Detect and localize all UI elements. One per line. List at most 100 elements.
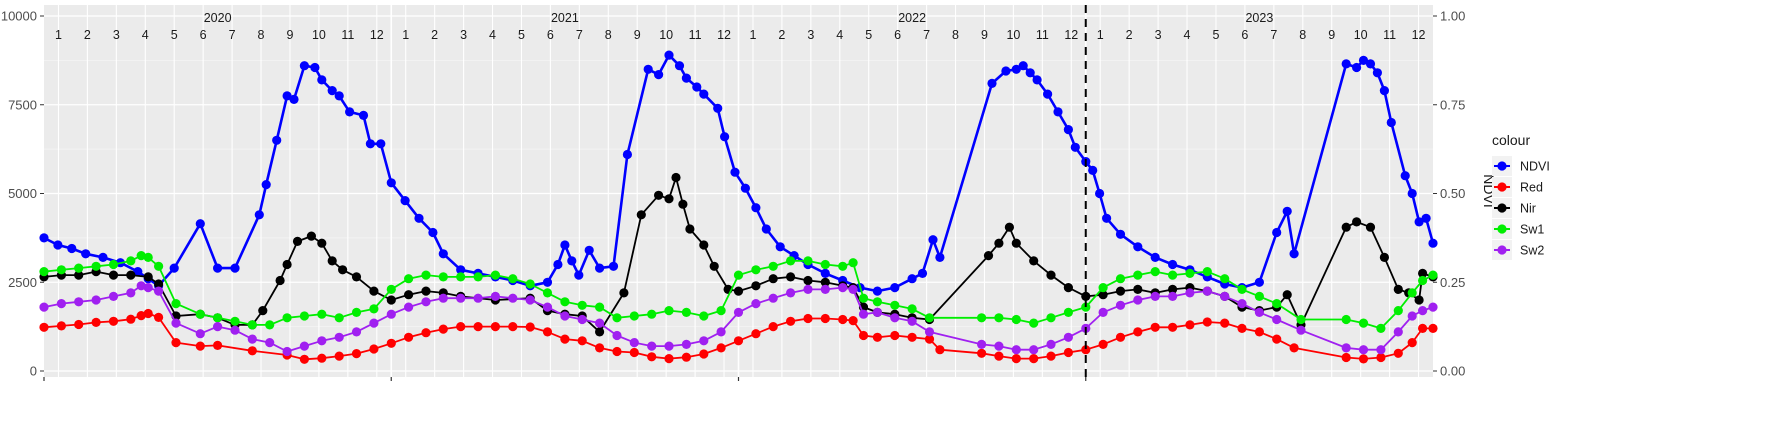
data-point-sw2 [1185, 288, 1195, 298]
data-point-nir [1081, 291, 1091, 301]
data-point-red [74, 319, 84, 330]
y-left-tick-label: 2500 [8, 275, 37, 290]
data-point-ndvi [917, 268, 928, 278]
data-point-nir [786, 272, 796, 282]
data-point-red [733, 336, 744, 346]
data-point-ndvi [574, 270, 584, 280]
month-label: 1 [1097, 28, 1104, 42]
data-point-nir [1393, 284, 1403, 294]
data-point-sw2 [74, 297, 84, 307]
data-point-ndvi [751, 203, 761, 213]
data-point-sw1 [1063, 307, 1073, 317]
data-point-sw1 [1393, 306, 1403, 316]
data-point-sw2 [56, 299, 66, 309]
data-point-sw1 [820, 259, 830, 270]
data-point-red [1428, 323, 1438, 333]
data-point-red [1407, 338, 1417, 348]
month-label: 12 [717, 28, 731, 42]
legend-label: Nir [1520, 202, 1536, 216]
legend-label: Sw2 [1520, 244, 1544, 258]
data-point-red [56, 321, 66, 331]
data-point-ndvi [39, 233, 49, 243]
data-point-red [317, 353, 327, 363]
legend-key-point [1497, 224, 1507, 234]
data-point-red [143, 308, 153, 319]
data-point-ndvi [699, 89, 709, 99]
data-point-sw2 [1376, 345, 1386, 355]
data-point-sw2 [1046, 339, 1056, 349]
data-point-nir [421, 286, 431, 296]
data-point-sw1 [1168, 270, 1178, 280]
data-point-sw1 [1296, 314, 1306, 325]
data-point-sw2 [247, 334, 257, 344]
data-point-sw2 [265, 338, 275, 348]
data-point-sw1 [751, 265, 761, 275]
data-point-sw1 [1115, 274, 1126, 284]
month-label: 10 [1354, 28, 1368, 42]
data-point-ndvi [282, 91, 292, 101]
data-point-nir [369, 286, 379, 296]
month-label: 10 [1006, 28, 1020, 42]
data-point-sw1 [213, 313, 223, 323]
data-point-sw2 [924, 327, 935, 337]
data-point-red [907, 332, 917, 342]
data-point-sw1 [282, 313, 292, 323]
y-left-tick-label: 10000 [1, 9, 37, 24]
data-point-red [716, 343, 726, 353]
y-right-tick-label: 0.25 [1440, 275, 1465, 290]
data-point-red [1341, 352, 1351, 363]
data-point-ndvi [334, 91, 344, 101]
data-point-red [1376, 352, 1386, 363]
data-point-ndvi [1032, 75, 1042, 85]
data-point-ndvi [643, 64, 653, 74]
data-point-ndvi [1063, 125, 1073, 135]
data-point-sw2 [1272, 314, 1282, 325]
data-point-nir [709, 261, 719, 271]
data-point-ndvi [299, 61, 309, 71]
data-point-nir [983, 251, 994, 261]
data-point-nir [636, 210, 646, 220]
month-label: 3 [807, 28, 814, 42]
month-label: 9 [286, 28, 293, 42]
data-point-sw1 [473, 272, 483, 282]
legend-key-point [1497, 182, 1507, 192]
data-point-ndvi [681, 73, 692, 83]
data-point-ndvi [730, 167, 740, 177]
data-point-sw1 [1081, 302, 1091, 312]
month-label: 3 [1155, 28, 1162, 42]
month-label: 2 [1126, 28, 1133, 42]
data-point-sw1 [317, 309, 327, 319]
data-point-red [508, 322, 518, 332]
data-point-sw2 [39, 302, 49, 312]
data-point-red [560, 334, 570, 344]
data-point-red [1237, 323, 1247, 333]
data-point-sw2 [1150, 291, 1160, 301]
data-point-red [91, 317, 101, 327]
month-label: 4 [489, 28, 496, 42]
data-point-red [299, 354, 309, 364]
data-point-sw1 [542, 288, 553, 298]
data-point-sw1 [733, 270, 744, 280]
data-point-red [1393, 348, 1403, 358]
month-label: 8 [1299, 28, 1306, 42]
month-label: 6 [547, 28, 554, 42]
data-point-ndvi [456, 265, 466, 275]
data-point-ndvi [1088, 165, 1098, 175]
data-point-nir [1418, 268, 1428, 278]
data-point-ndvi [1372, 68, 1382, 78]
data-point-sw2 [1220, 291, 1230, 301]
data-point-red [768, 322, 778, 332]
data-point-sw1 [577, 300, 587, 310]
data-point-nir [768, 274, 778, 284]
month-label: 8 [952, 28, 959, 42]
data-point-sw2 [612, 330, 622, 341]
data-point-sw2 [171, 318, 181, 328]
data-point-sw2 [803, 284, 813, 294]
month-label: 3 [113, 28, 120, 42]
data-point-nir [404, 290, 414, 300]
data-point-ndvi [195, 219, 205, 229]
data-point-ndvi [1168, 259, 1178, 270]
data-point-sw2 [751, 299, 761, 309]
data-point-sw1 [1046, 313, 1056, 323]
data-point-sw1 [1272, 299, 1282, 309]
